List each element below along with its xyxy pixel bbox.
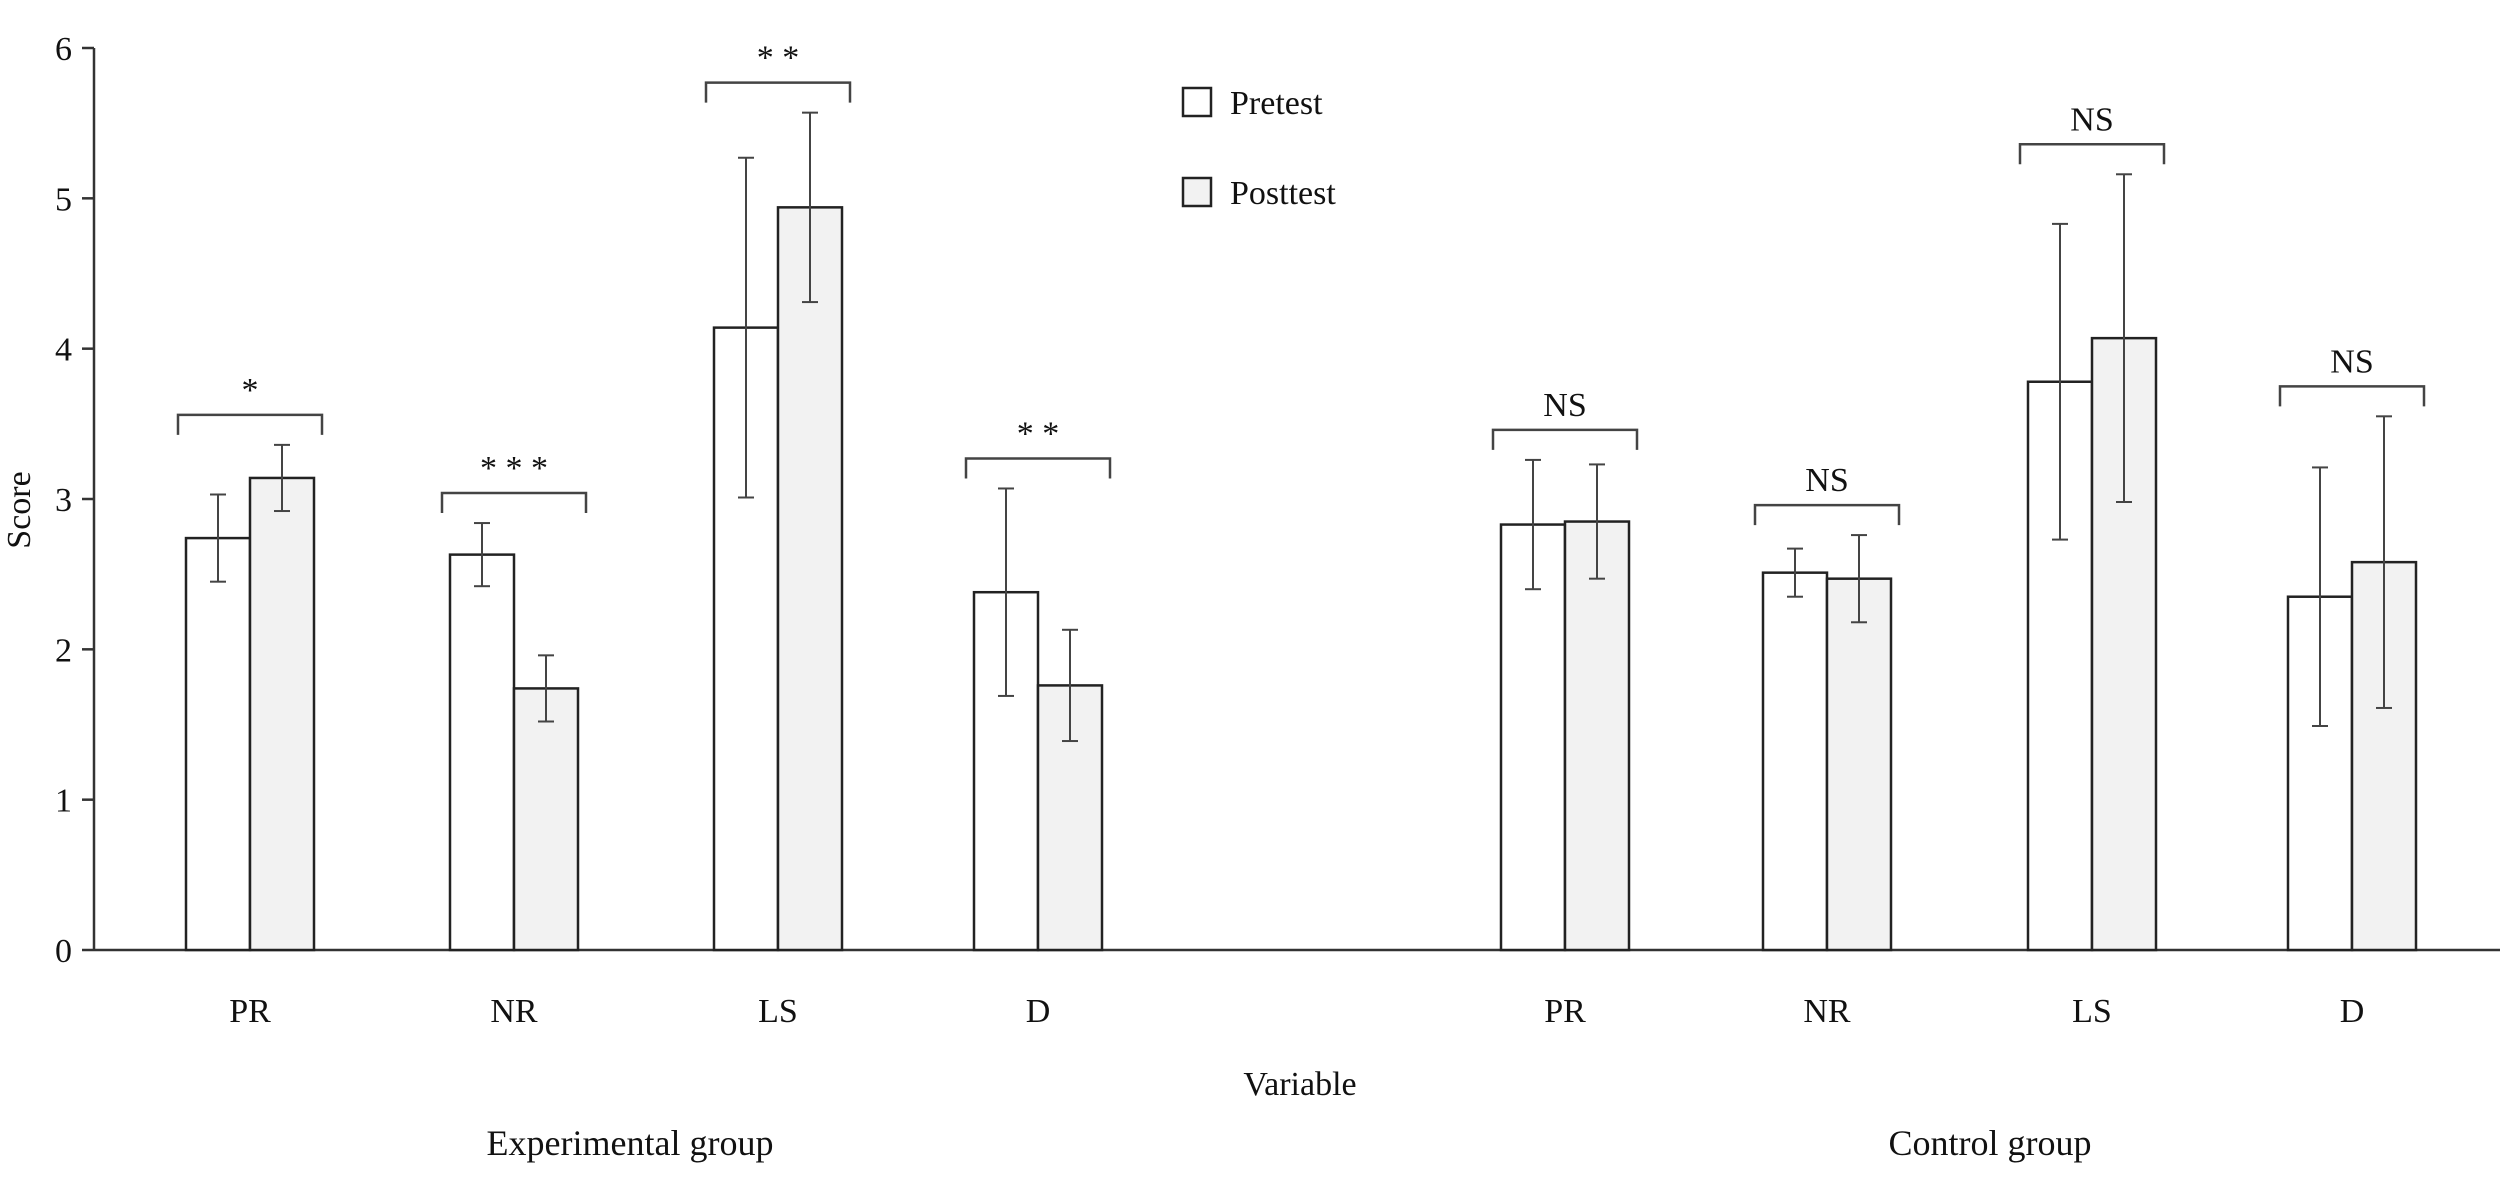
x-category-label: LS xyxy=(758,993,798,1030)
x-category-label: PR xyxy=(229,993,271,1030)
y-tick-label: 5 xyxy=(55,181,72,218)
x-category-label: LS xyxy=(2072,993,2112,1030)
x-category-label: NR xyxy=(1803,993,1851,1030)
significance-label: NS xyxy=(2070,101,2113,138)
bar-pretest xyxy=(1499,523,1567,952)
significance-label: * xyxy=(242,372,259,409)
group-label-control: Control group xyxy=(1889,1123,2092,1163)
significance-bracket xyxy=(2278,385,2426,407)
x-axis-label: Variable xyxy=(1243,1066,1356,1103)
significance-label: * * xyxy=(757,40,800,77)
y-tick-label: 4 xyxy=(55,332,72,369)
significance-label: NS xyxy=(1543,387,1586,424)
y-tick-label: 6 xyxy=(55,31,72,68)
y-tick-label: 3 xyxy=(55,482,72,519)
bar-posttest xyxy=(1563,520,1631,952)
y-tick-label: 2 xyxy=(55,632,72,669)
legend-swatch-pretest xyxy=(1181,86,1213,118)
significance-bracket xyxy=(440,491,588,514)
significance-bracket xyxy=(2018,143,2166,165)
significance-label: * * * xyxy=(480,450,548,487)
significance-bracket xyxy=(704,81,852,103)
error-bars xyxy=(210,111,2392,743)
x-axis-categories: PR NR LS D PR NR LS D xyxy=(229,993,2364,1030)
significance-label: NS xyxy=(2330,343,2373,380)
y-tick-label: 1 xyxy=(55,783,72,820)
bars xyxy=(184,206,2418,952)
x-category-label: D xyxy=(1026,993,1051,1030)
x-category-label: NR xyxy=(490,993,538,1030)
legend-label-pretest: Pretest xyxy=(1230,85,1323,122)
bar-posttest xyxy=(1825,577,1893,952)
y-tick-label: 0 xyxy=(55,933,72,970)
legend: Pretest Posttest xyxy=(1181,85,1336,212)
significance-bracket xyxy=(964,457,1112,479)
significance-bracket xyxy=(176,413,324,435)
significance-bracket xyxy=(1753,503,1901,526)
legend-label-posttest: Posttest xyxy=(1230,175,1336,212)
significance-label: NS xyxy=(1805,462,1848,499)
bar-posttest xyxy=(512,687,580,952)
bar-posttest xyxy=(248,476,316,952)
legend-swatch-posttest xyxy=(1181,176,1213,208)
bar-posttest xyxy=(776,206,844,952)
significance-bracket xyxy=(1491,428,1639,450)
y-axis-label: Score xyxy=(1,471,38,548)
bar-pretest xyxy=(448,553,516,952)
x-category-label: PR xyxy=(1544,993,1586,1030)
group-label-experimental: Experimental group xyxy=(487,1123,774,1163)
bar-pretest xyxy=(1761,571,1829,952)
significance-label: * * xyxy=(1017,415,1060,452)
x-category-label: D xyxy=(2340,993,2365,1030)
significance-brackets: * * * * * * * * NS NS NS NS xyxy=(176,40,2426,526)
bar-pretest xyxy=(184,536,252,952)
